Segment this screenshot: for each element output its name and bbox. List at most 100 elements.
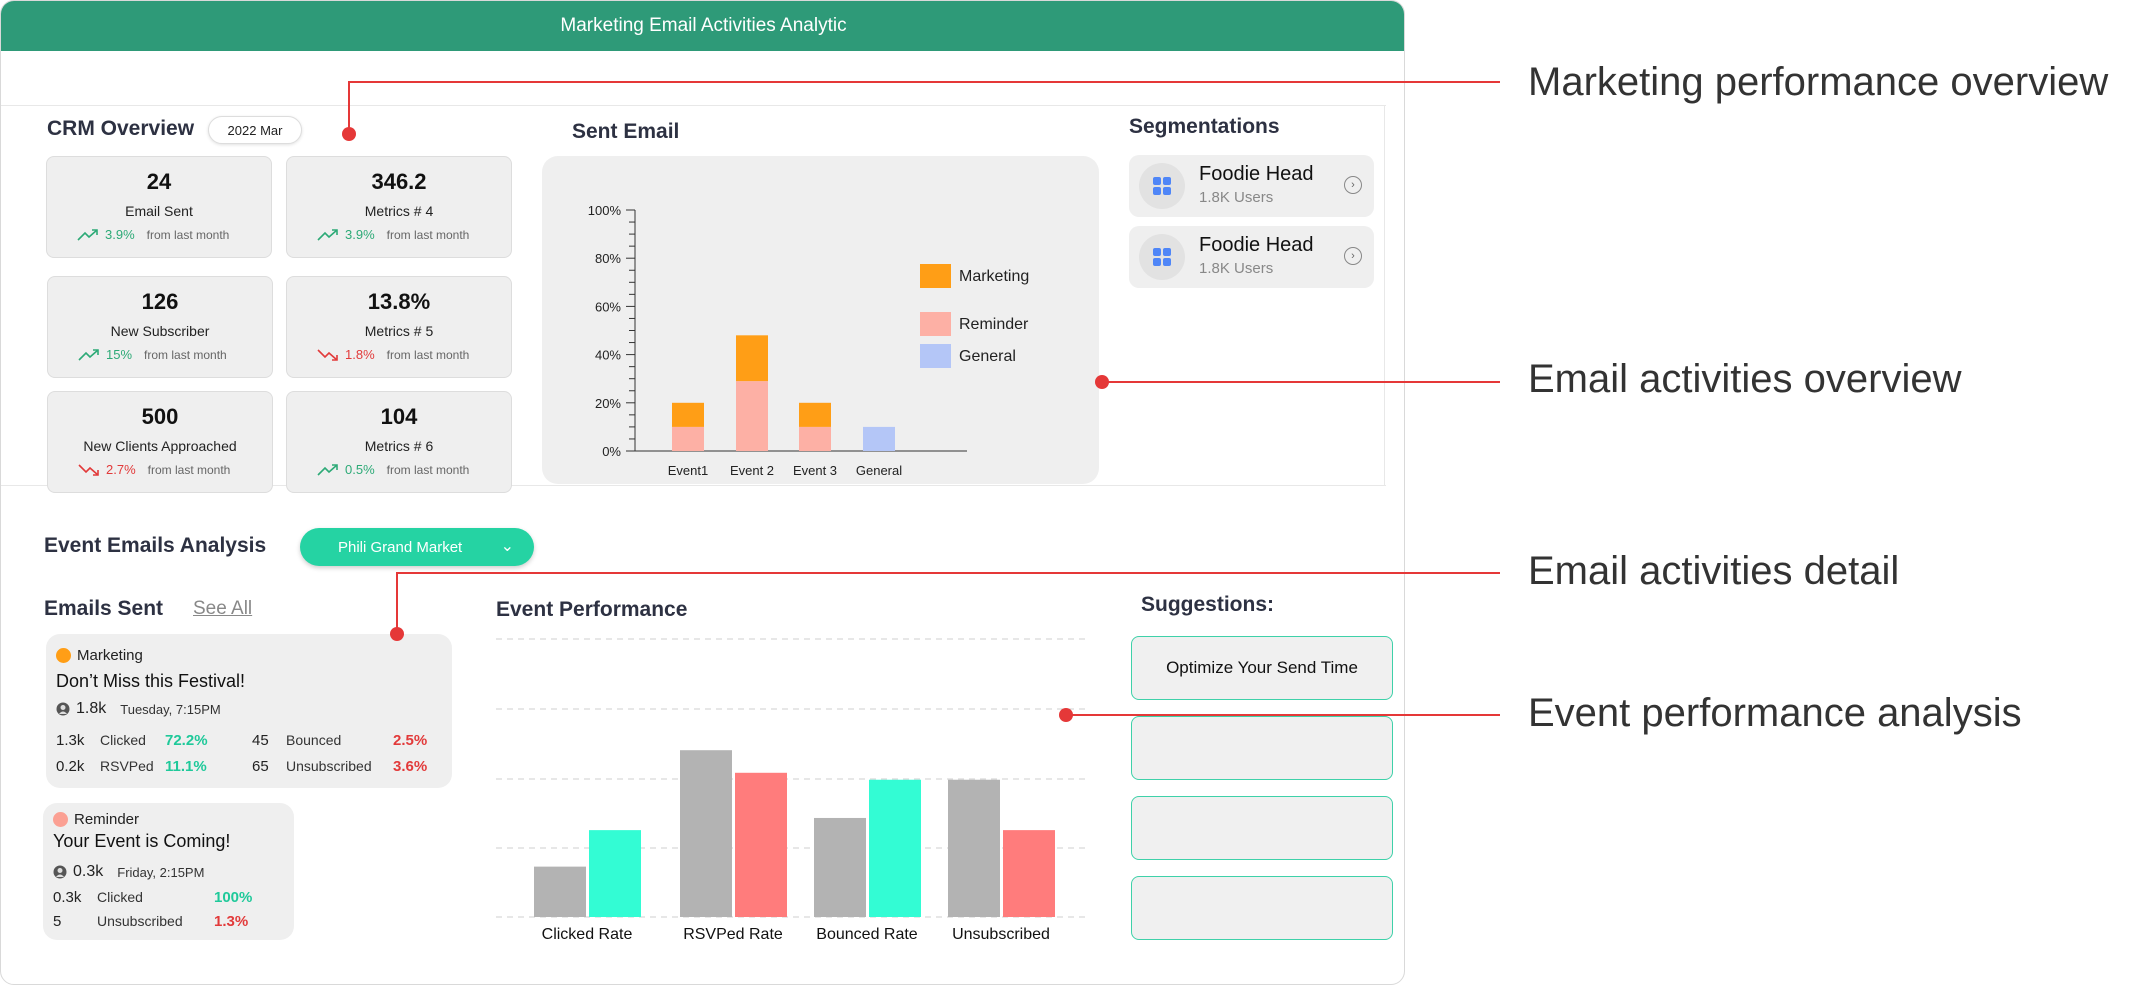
unsub-pct: 1.3% — [214, 913, 249, 930]
rsvp-label: RSVPed — [100, 758, 154, 774]
segment-item[interactable]: Foodie Head 1.8K Users › — [1129, 155, 1374, 217]
kpi-pct: 1.8% — [345, 347, 375, 362]
suggestion-item[interactable]: Optimize Your Send Time — [1131, 636, 1393, 700]
segment-item[interactable]: Foodie Head 1.8K Users › — [1129, 226, 1374, 288]
window-title: Marketing Email Activities Analytic — [1, 1, 1404, 51]
email-card-marketing[interactable]: Marketing Don’t Miss this Festival! 1.8k… — [46, 634, 452, 788]
email-subject: Your Event is Coming! — [53, 831, 231, 851]
annotation-dot — [1059, 708, 1073, 722]
kpi-value: 24 — [146, 169, 172, 194]
divider — [1384, 105, 1385, 486]
clicked-count: 0.3k — [53, 889, 82, 906]
unsub-label: Unsubscribed — [97, 913, 183, 929]
kpi-value: 104 — [380, 404, 418, 429]
annotation-line — [1066, 714, 1500, 716]
kpi-value: 346.2 — [371, 169, 427, 194]
kpi-card[interactable]: 104 Metrics # 6 0.5% from last month — [286, 391, 512, 493]
clicked-pct: 100% — [214, 889, 253, 906]
kpi-pct: 2.7% — [106, 462, 136, 477]
annotation-line — [396, 572, 398, 634]
suggestion-item[interactable] — [1131, 876, 1393, 940]
kpi-label: New Subscriber — [110, 323, 210, 339]
y-tick-label: 20% — [595, 396, 621, 411]
kpi-trend: 3.9% from last month — [77, 227, 229, 242]
x-tick-label: General — [856, 463, 902, 478]
suggestions-title: Suggestions: — [1141, 593, 1275, 616]
x-tick-label: Unsubscribed — [952, 926, 1050, 943]
legend-label: Reminder — [959, 316, 1029, 333]
bar-average — [534, 866, 586, 917]
annotation-dot — [342, 127, 356, 141]
user-icon — [56, 702, 70, 716]
event-emails-analysis-title: Event Emails Analysis — [44, 534, 267, 557]
grid-icon — [1139, 163, 1185, 209]
kpi-card[interactable]: 346.2 Metrics # 4 3.9% from last month — [286, 156, 512, 258]
kpi-from: from last month — [146, 227, 230, 242]
annotation-label: Email activities detail — [1528, 549, 1900, 593]
chevron-down-icon: ⌄ — [500, 538, 514, 555]
sent-email-title: Sent Email — [572, 120, 680, 143]
kpi-from: from last month — [386, 227, 470, 242]
legend-swatch — [920, 344, 951, 368]
kpi-trend: 15% from last month — [78, 347, 227, 362]
kpi-from: from last month — [386, 462, 470, 477]
kpi-card[interactable]: 500 New Clients Approached 2.7% from last m… — [47, 391, 273, 493]
event-dropdown-value: Phili Grand Market — [338, 538, 463, 556]
kpi-label: Metrics # 6 — [364, 438, 434, 454]
x-tick-label: RSVPed Rate — [683, 926, 783, 943]
bar-this-event — [1003, 830, 1055, 917]
kpi-card[interactable]: 24 Email Sent 3.9% from last month — [46, 156, 272, 258]
email-card-reminder[interactable]: Reminder Your Event is Coming! 0.3k Frid… — [43, 803, 294, 940]
period-selector[interactable]: 2022 Mar — [208, 116, 302, 144]
trend-down-icon — [317, 348, 338, 361]
annotation-line — [348, 81, 350, 134]
annotation-line — [348, 81, 1500, 83]
chevron-right-icon[interactable]: › — [1344, 176, 1362, 194]
unsub-count: 65 — [252, 758, 269, 775]
y-tick-label: 100% — [588, 203, 622, 218]
divider — [1, 485, 1386, 486]
segmentations-title: Segmentations — [1129, 115, 1280, 138]
kpi-card[interactable]: 13.8% Metrics # 5 1.8% from last month — [286, 276, 512, 378]
annotation-line — [396, 572, 1500, 574]
kpi-value: 13.8% — [367, 289, 431, 314]
suggestion-item[interactable] — [1131, 796, 1393, 860]
chevron-right-icon[interactable]: › — [1344, 247, 1362, 265]
trend-down-icon — [78, 463, 99, 476]
kpi-label: Metrics # 4 — [364, 203, 434, 219]
event-performance-title: Event Performance — [496, 598, 688, 621]
x-tick-label: Clicked Rate — [542, 926, 633, 943]
legend-swatch — [920, 312, 951, 336]
divider — [1, 105, 1386, 106]
x-tick-label: Bounced Rate — [816, 926, 918, 943]
bar-average — [680, 750, 732, 917]
user-icon — [53, 865, 67, 879]
crm-overview-title: CRM Overview — [47, 117, 195, 140]
suggestion-item[interactable] — [1131, 716, 1393, 780]
trend-up-icon — [317, 463, 338, 476]
legend-label: General — [959, 348, 1016, 365]
bar-reminder — [672, 426, 704, 451]
unsub-count: 5 — [53, 913, 62, 930]
event-performance-chart: Clicked Rate RSVPed Rate Bounced Rate Unsub… — [496, 638, 1086, 943]
annotation-label: Event performance analysis — [1528, 691, 2022, 735]
bar-general — [863, 426, 895, 451]
email-tag: Marketing — [77, 647, 143, 664]
annotation-label: Email activities overview — [1528, 357, 1962, 401]
see-all-link[interactable]: See All — [193, 598, 253, 619]
segment-name: Foodie Head — [1199, 234, 1314, 256]
legend-label: Marketing — [959, 268, 1029, 285]
event-dropdown[interactable]: Phili Grand Market ⌄ — [300, 528, 534, 566]
bar-this-event — [869, 779, 921, 917]
rsvp-pct: 11.1% — [165, 758, 207, 775]
x-tick-label: Event1 — [668, 463, 708, 478]
kpi-card[interactable]: 126 New Subscriber 15% from last month — [47, 276, 273, 378]
kpi-trend: 0.5% from last month — [317, 462, 469, 477]
bar-marketing — [799, 402, 831, 427]
x-tick-label: Event 3 — [793, 463, 837, 478]
kpi-value: 126 — [141, 289, 179, 314]
sent-email-chart-box: 0% 20% 40% 60% 80% 100% Event1 Event 2 Event 3 Ge… — [542, 156, 1099, 484]
kpi-label: New Clients Approached — [83, 438, 237, 454]
annotation-dot — [1095, 375, 1109, 389]
kpi-pct: 0.5% — [345, 462, 375, 477]
